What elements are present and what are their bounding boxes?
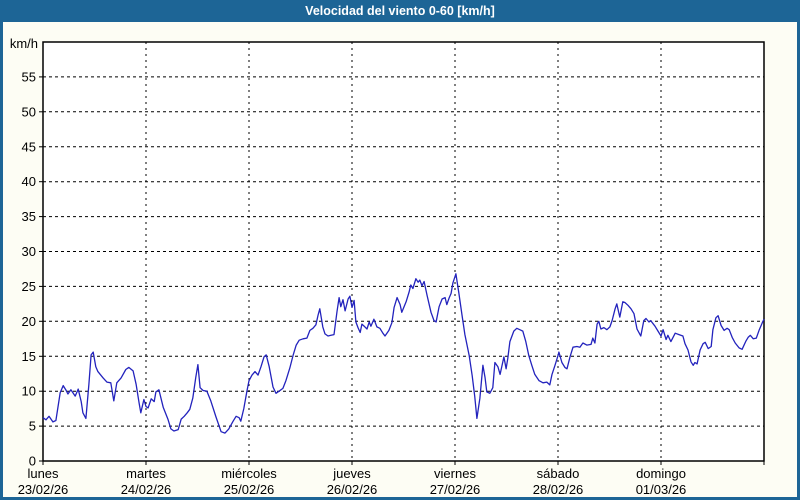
y-tick-label: 5 [29,419,36,434]
y-tick-label: 30 [22,244,36,259]
x-day-label: martes [126,466,166,481]
x-date-label: 24/02/26 [121,482,172,497]
wind-speed-line [42,273,765,434]
y-tick-label: 20 [22,314,36,329]
x-date-label: 01/03/26 [636,482,687,497]
x-date-label: 28/02/26 [533,482,584,497]
x-day-label: domingo [636,466,686,481]
y-tick-label: 55 [22,69,36,84]
chart-title: Velocidad del viento 0-60 [km/h] [305,4,495,18]
y-tick-label: 35 [22,209,36,224]
x-date-label: 27/02/26 [430,482,481,497]
y-tick-label: 50 [22,104,36,119]
x-date-label: 23/02/26 [18,482,69,497]
y-tick-label: 45 [22,139,36,154]
x-date-label: 26/02/26 [327,482,378,497]
title-bar: Velocidad del viento 0-60 [km/h] [3,0,797,22]
x-day-label: miércoles [221,466,277,481]
y-axis-unit-label: km/h [10,36,38,51]
x-day-label: sábado [537,466,580,481]
x-day-label: lunes [27,466,59,481]
y-tick-label: 10 [22,384,36,399]
y-tick-label: 0 [29,454,36,469]
y-tick-label: 25 [22,279,36,294]
x-day-label: viernes [434,466,476,481]
y-tick-label: 15 [22,349,36,364]
y-tick-label: 40 [22,174,36,189]
x-date-label: 25/02/26 [224,482,275,497]
x-day-label: jueves [332,466,371,481]
